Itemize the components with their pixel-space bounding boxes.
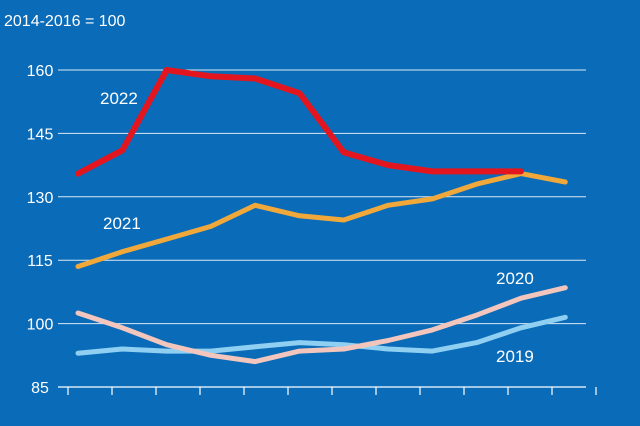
gridlines (58, 69, 586, 325)
y-tick-label-115: 115 (27, 253, 53, 270)
series-label-2021: 2021 (103, 214, 141, 233)
series-label-2020: 2020 (496, 269, 534, 288)
y-tick-label-145: 145 (27, 126, 54, 143)
series-label-2019: 2019 (496, 347, 534, 366)
series-labels: 2022 2021 2020 2019 (100, 89, 534, 366)
y-tick-label-130: 130 (27, 190, 54, 207)
y-tick-label-100: 100 (27, 317, 54, 334)
series-line-2019 (75, 314, 568, 356)
series-label-2022: 2022 (100, 89, 138, 108)
y-tick-label-160: 160 (27, 63, 54, 80)
series-line-2020 (75, 285, 568, 365)
y-tick-label-85: 85 (31, 380, 49, 397)
series-lines (75, 67, 568, 365)
y-axis-tick-labels: 85 100 115 130 145 160 (27, 63, 54, 397)
x-axis (58, 386, 597, 395)
index-base-note: 2014-2016 = 100 (4, 13, 126, 30)
series-line-2021 (75, 171, 568, 269)
series-line-2022 (75, 67, 524, 177)
